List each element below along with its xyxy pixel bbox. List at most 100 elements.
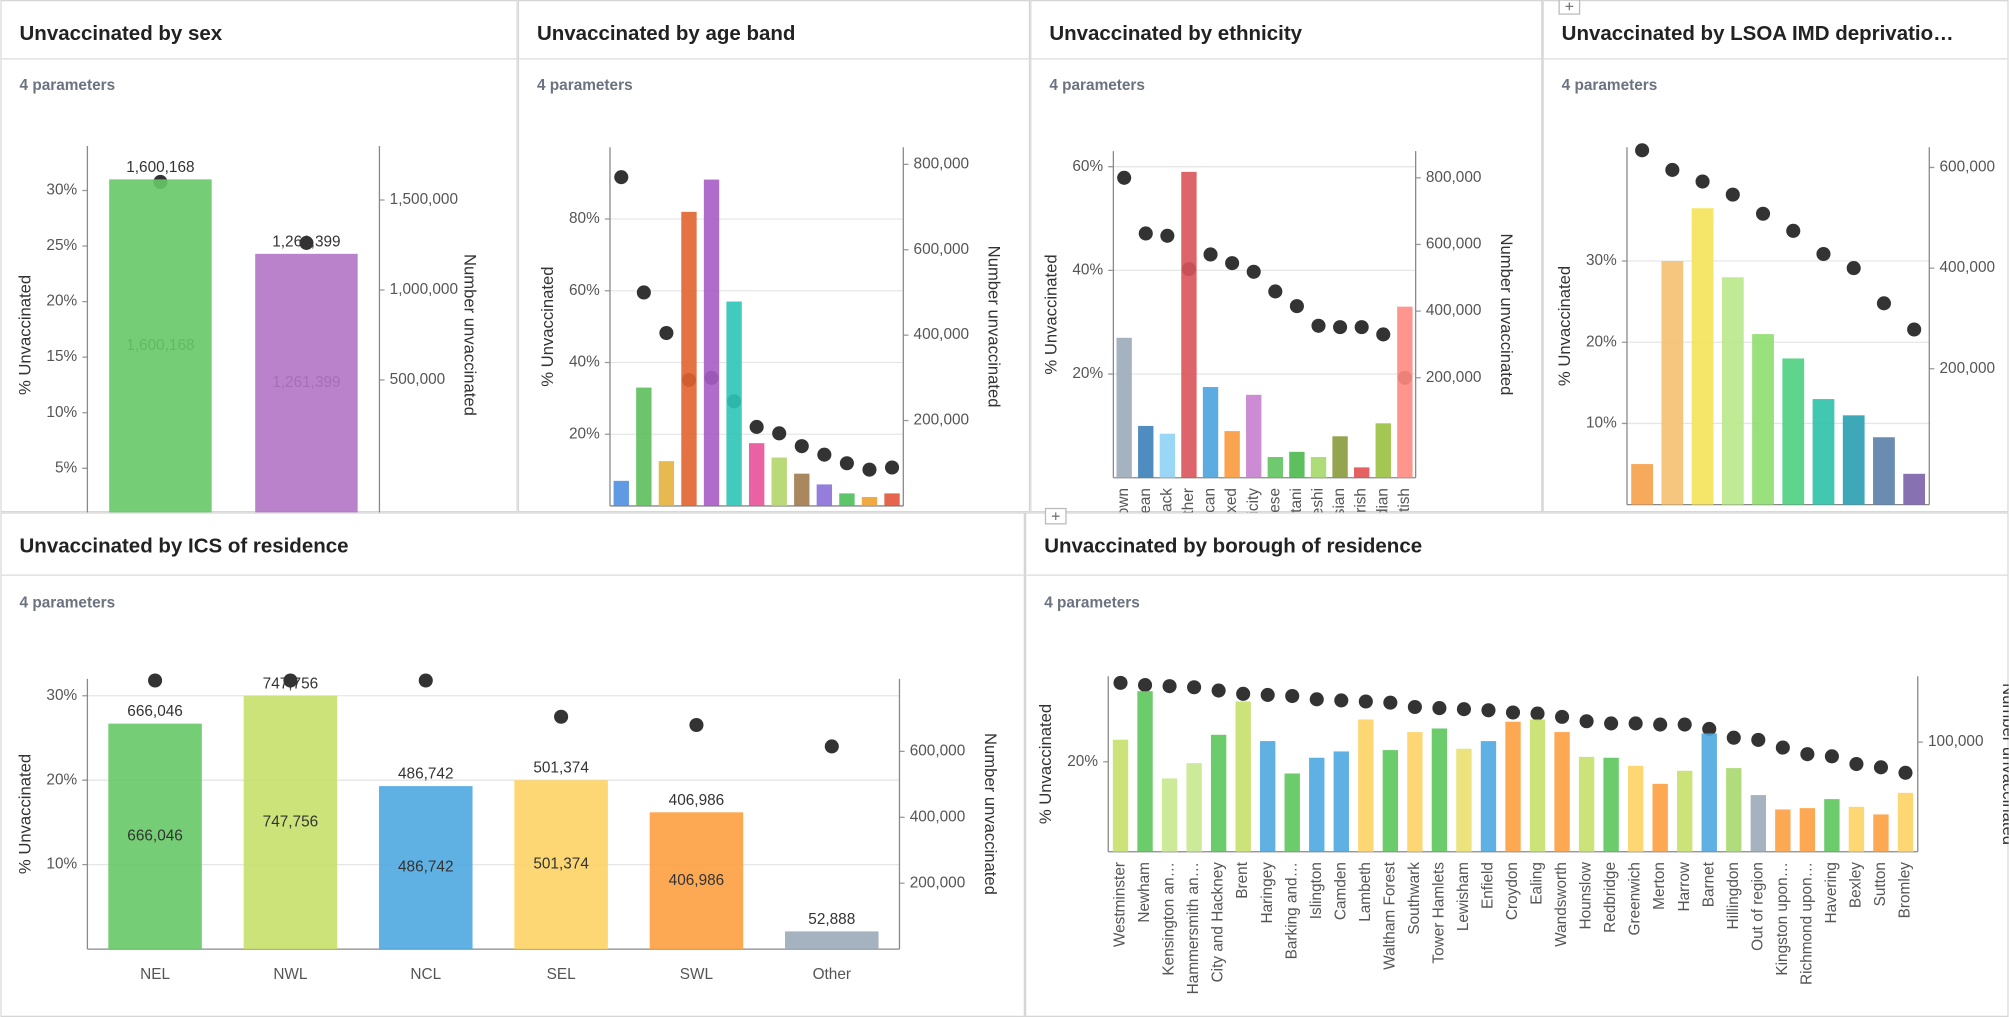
dot <box>1407 699 1422 715</box>
bar <box>1382 750 1399 852</box>
panel-border <box>1030 0 1543 513</box>
x-tick-label: Harrow <box>1676 861 1693 911</box>
dot <box>884 460 900 475</box>
dot <box>839 456 854 471</box>
bar <box>613 480 629 506</box>
bar <box>1116 337 1132 478</box>
x-tick-label: k African <box>1202 488 1219 547</box>
bar <box>1333 751 1349 852</box>
bar <box>1897 792 1914 852</box>
bar <box>243 695 338 950</box>
dot <box>817 447 832 462</box>
x-tick-label: Hounslow <box>1578 861 1595 929</box>
x-tick-label: Tower Hamlets <box>1430 862 1447 964</box>
dot <box>1824 749 1839 764</box>
y-tick-label: 30% <box>1586 252 1617 269</box>
panel-border <box>0 512 1025 1017</box>
dot <box>1117 170 1132 185</box>
dot <box>554 709 569 724</box>
y-tick-label: 25% <box>46 237 77 254</box>
dot <box>1635 143 1650 158</box>
y-axis-title: % Unvaccinated <box>1036 704 1055 824</box>
x-tick-label: Other <box>813 966 851 983</box>
dot <box>1354 320 1369 335</box>
bar <box>1186 763 1202 852</box>
panel-subtitle: 4 parameters <box>537 77 633 94</box>
y2-tick-label: 400,000 <box>910 808 966 825</box>
dot <box>299 235 314 250</box>
dot <box>1160 228 1175 243</box>
panel-title: Unvaccinated by sex <box>20 22 223 45</box>
dot <box>749 419 764 434</box>
bar <box>1603 757 1619 852</box>
y-tick-label: 60% <box>569 282 600 299</box>
panel: Unvaccinated by ICS of residence 4 parame… <box>0 512 1025 1017</box>
dot <box>636 285 651 300</box>
y2-axis-title: Number unvaccinated <box>1999 683 2009 845</box>
bar <box>1505 721 1521 852</box>
dot <box>1268 284 1283 299</box>
data-label: 747,756 <box>263 675 319 692</box>
x-tick-label: Merton <box>1651 862 1668 910</box>
bar <box>1202 387 1219 478</box>
add-button[interactable] <box>1558 0 1581 15</box>
y2-tick-label: 200,000 <box>1940 360 1996 377</box>
bar <box>1309 757 1325 852</box>
add-icon[interactable] <box>1051 512 1060 521</box>
y-tick-label: 30% <box>46 687 77 704</box>
panel: Unvaccinated by sex 4 parameters 5% 10% 15% 2… <box>0 0 518 513</box>
add-icon[interactable] <box>1565 2 1574 11</box>
dot <box>1665 162 1680 177</box>
x-tick-label: te Other <box>1180 488 1197 544</box>
panel-subtitle: 4 parameters <box>1562 77 1658 94</box>
dot <box>1333 320 1348 335</box>
bar <box>1310 457 1327 478</box>
dot <box>1786 223 1801 238</box>
dot <box>1751 732 1766 747</box>
bar <box>1112 739 1129 852</box>
dot <box>1376 327 1391 342</box>
data-label: 486,742 <box>398 766 454 783</box>
x-tick-label: te British <box>1396 488 1413 548</box>
y-tick-label: 5% <box>55 459 78 476</box>
y2-tick-label: 800,000 <box>1426 169 1482 186</box>
bar <box>816 484 833 506</box>
x-tick-label: Sutton <box>1872 862 1889 906</box>
x-tick-label: Barking and… <box>1283 862 1300 959</box>
bar <box>1332 436 1348 478</box>
panel-subtitle: 4 parameters <box>1044 594 1140 611</box>
y-axis-title: % Unvaccinated <box>1041 254 1060 374</box>
x-tick-label: hite Irish <box>1353 488 1370 546</box>
bar <box>108 723 202 950</box>
y2-tick-label: 1,000,000 <box>390 281 458 298</box>
panel-border <box>1024 512 2009 1017</box>
bar <box>514 780 608 950</box>
dot <box>794 439 809 454</box>
y2-tick-label: 100,000 <box>1928 733 1984 750</box>
dot <box>1846 261 1861 276</box>
panel-title: Unvaccinated by age band <box>537 22 795 45</box>
bar <box>1407 732 1423 852</box>
y2-axis-title: Number unvaccinated <box>1497 234 1516 396</box>
bar <box>794 473 810 506</box>
bar <box>1627 765 1644 852</box>
x-tick-label: NEL <box>140 966 170 983</box>
x-tick-label: Wandsworth <box>1553 862 1570 947</box>
bar <box>1903 473 1926 505</box>
bar <box>109 179 212 513</box>
x-tick-label: Hammersmith an… <box>1185 862 1202 994</box>
y-tick-label: 20% <box>1072 365 1103 382</box>
panel-title: Unvaccinated by ethnicity <box>1049 22 1302 45</box>
panel-subtitle: 4 parameters <box>20 594 116 611</box>
data-label: 1,261,399 <box>272 233 340 250</box>
y2-tick-label: 600,000 <box>1426 236 1482 253</box>
bar <box>1397 306 1413 478</box>
bar <box>748 443 765 506</box>
y-tick-label: 20% <box>569 425 600 442</box>
panel: Unvaccinated by ethnicity 4 parameters 20%… <box>1030 0 1543 548</box>
add-button[interactable] <box>1044 507 1067 525</box>
x-tick-label: Lambeth <box>1357 862 1374 922</box>
bar <box>681 211 697 506</box>
